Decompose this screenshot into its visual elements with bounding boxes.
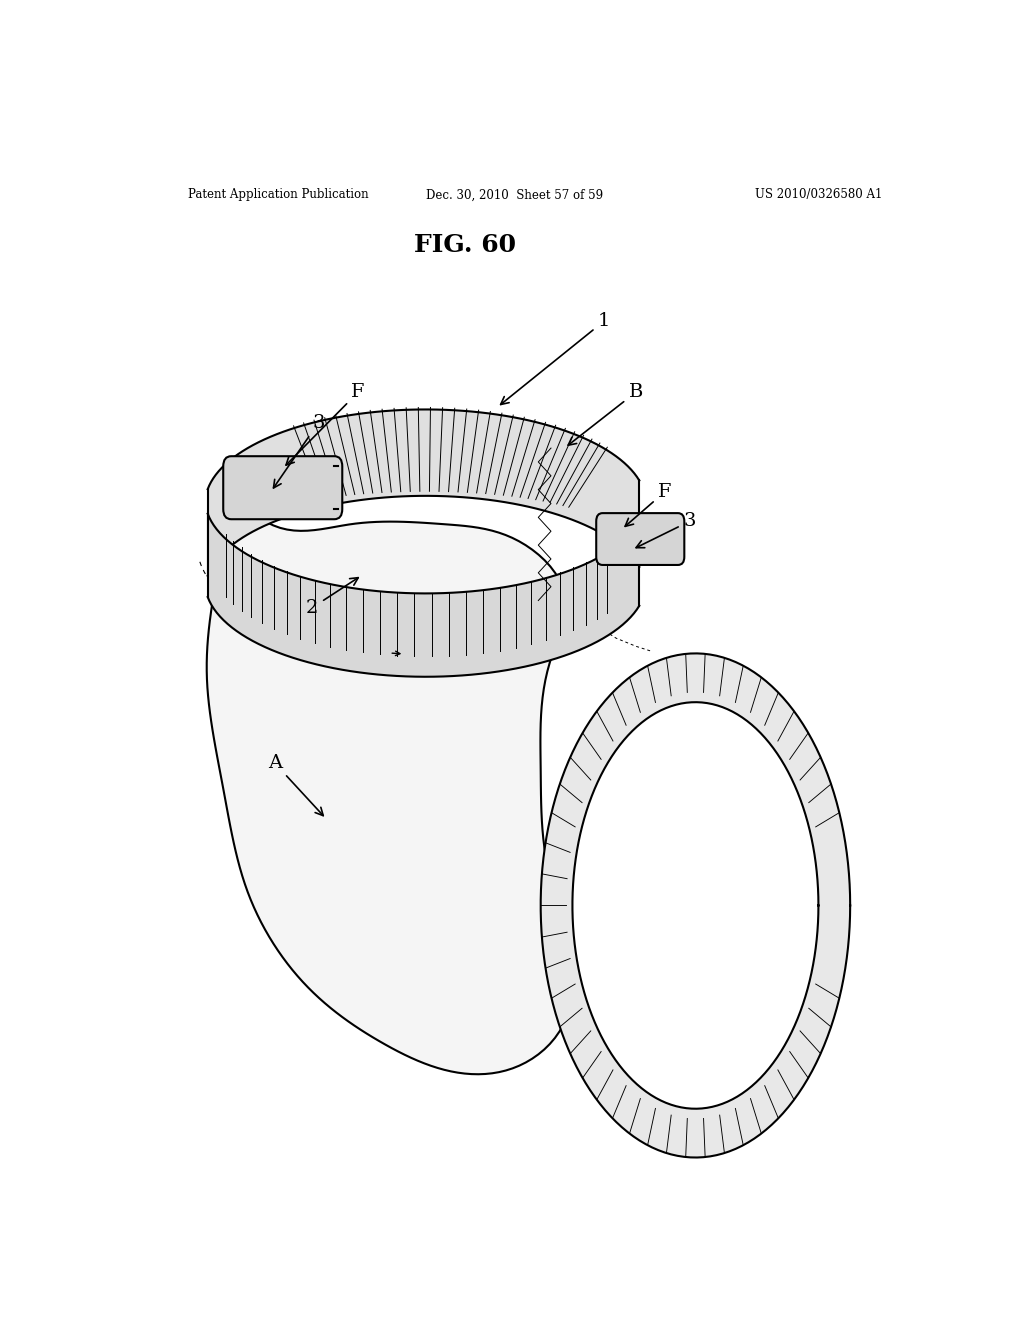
Polygon shape — [208, 513, 639, 677]
Text: F: F — [286, 383, 365, 465]
Text: B: B — [568, 383, 643, 445]
Text: 1: 1 — [501, 312, 610, 404]
FancyBboxPatch shape — [223, 457, 342, 519]
Text: F: F — [625, 483, 672, 527]
Text: 3: 3 — [636, 512, 696, 548]
Text: Dec. 30, 2010  Sheet 57 of 59: Dec. 30, 2010 Sheet 57 of 59 — [426, 189, 603, 202]
Polygon shape — [208, 409, 639, 576]
Polygon shape — [207, 515, 574, 1074]
Polygon shape — [541, 653, 850, 1158]
Text: 2: 2 — [306, 578, 358, 616]
FancyBboxPatch shape — [596, 513, 684, 565]
Text: US 2010/0326580 A1: US 2010/0326580 A1 — [755, 189, 882, 202]
Text: 3: 3 — [273, 413, 325, 488]
Text: Patent Application Publication: Patent Application Publication — [187, 189, 369, 202]
Text: FIG. 60: FIG. 60 — [414, 232, 516, 257]
Text: A: A — [267, 754, 324, 816]
